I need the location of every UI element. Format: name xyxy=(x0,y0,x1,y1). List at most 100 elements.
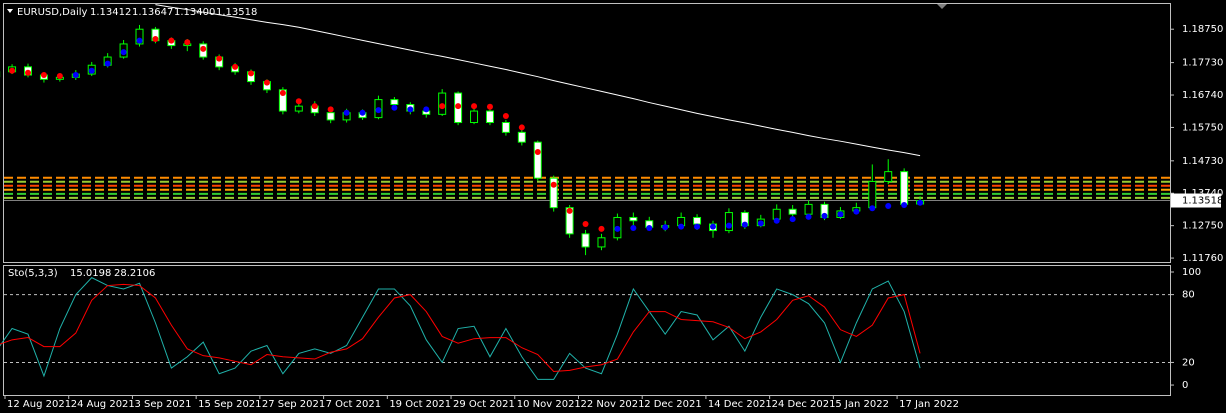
y-tick-label: 80 xyxy=(1182,290,1195,301)
trail-dot xyxy=(598,225,605,232)
y-tick-label: 20 xyxy=(1182,357,1195,368)
stoch-title: Sto(5,3,3) xyxy=(8,268,58,279)
x-tick-label: 10 Nov 2021 xyxy=(517,399,581,410)
candle-body xyxy=(135,28,144,45)
trail-dot xyxy=(232,63,239,70)
trail-dot xyxy=(709,223,716,230)
trail-dot xyxy=(120,49,127,56)
price-panel-frame xyxy=(3,3,1171,263)
trail-dot xyxy=(391,104,398,111)
trail-dot xyxy=(168,37,175,44)
candle-body xyxy=(884,171,893,182)
trail-dot xyxy=(88,67,95,74)
trail-dot xyxy=(869,205,876,212)
candle-body xyxy=(517,131,526,143)
trail-dot xyxy=(216,55,223,62)
y-tick-label: 1.16740 xyxy=(1182,90,1223,101)
candle-body xyxy=(597,237,606,248)
x-tick-label: 29 Oct 2021 xyxy=(453,399,515,410)
trail-dot xyxy=(9,67,16,74)
y-tick-label: 1.11760 xyxy=(1182,253,1223,264)
trail-dot xyxy=(582,221,589,228)
x-tick-label: 12 Aug 2021 xyxy=(7,399,71,410)
x-tick-label: 3 Sep 2021 xyxy=(134,399,191,410)
x-tick-label: 14 Dec 2021 xyxy=(708,399,772,410)
candle-body xyxy=(724,212,733,232)
candle-body xyxy=(900,171,909,205)
trail-dot xyxy=(518,124,525,131)
candle-body xyxy=(804,203,813,215)
trail-dot xyxy=(646,224,653,231)
x-tick-label: 5 Jan 2022 xyxy=(835,399,889,410)
trail-dot xyxy=(327,106,334,113)
trail-dot xyxy=(200,45,207,52)
trail-dot xyxy=(439,103,446,110)
candle-body xyxy=(470,110,479,124)
trail-dot xyxy=(566,207,573,214)
candle-body xyxy=(772,208,781,220)
trail-dot xyxy=(279,90,286,97)
trail-dot xyxy=(184,39,191,46)
x-tick-label: 24 Aug 2021 xyxy=(71,399,135,410)
y-tick-label: 1.17730 xyxy=(1182,58,1223,69)
trail-dot xyxy=(455,103,462,110)
x-tick-label: 7 Oct 2021 xyxy=(326,399,381,410)
trail-dot xyxy=(725,222,732,229)
trail-dot xyxy=(40,72,47,79)
x-tick-label: 27 Sep 2021 xyxy=(262,399,325,410)
candle-body xyxy=(788,208,797,215)
trail-dot xyxy=(853,208,860,215)
header-value: 1.13647 xyxy=(132,7,173,18)
stoch-header-value: 28.2106 xyxy=(114,268,155,279)
candle-body xyxy=(533,141,542,179)
trail-dot xyxy=(614,225,621,232)
x-tick-label: 22 Nov 2021 xyxy=(580,399,644,410)
trail-dot xyxy=(550,181,557,188)
trail-dot xyxy=(136,37,143,44)
trail-dot xyxy=(471,103,478,110)
trail-dot xyxy=(104,60,111,67)
candle-body xyxy=(485,110,494,124)
trail-dot xyxy=(502,112,509,119)
trail-dot xyxy=(630,224,637,231)
trail-dot xyxy=(423,106,430,113)
candle-body xyxy=(693,216,702,225)
candle-body xyxy=(390,99,399,106)
trail-dot xyxy=(837,211,844,218)
candle-body xyxy=(565,207,574,235)
header-value: 1.13400 xyxy=(174,7,215,18)
trail-dot xyxy=(662,224,669,231)
header-value: 1.13412 xyxy=(90,7,131,18)
trail-dot xyxy=(248,70,255,77)
header-value: 1.13518 xyxy=(216,7,257,18)
trail-dot xyxy=(773,217,780,224)
x-tick-label: 24 Dec 2021 xyxy=(772,399,836,410)
y-tick-label: 1.18750 xyxy=(1182,24,1223,35)
trail-dot xyxy=(343,109,350,116)
trail-dot xyxy=(885,203,892,210)
trail-dot xyxy=(72,72,79,79)
candle-body xyxy=(326,112,335,121)
y-tick-label: 1.12750 xyxy=(1182,221,1223,232)
trail-dot xyxy=(901,202,908,209)
trail-dot xyxy=(407,106,414,113)
stoch-line xyxy=(0,283,921,372)
candle-body xyxy=(549,177,558,209)
trail-dot xyxy=(805,213,812,220)
candle-body xyxy=(501,122,510,133)
stoch-line xyxy=(0,277,921,380)
x-tick-label: 2 Dec 2021 xyxy=(644,399,702,410)
trail-dot xyxy=(311,103,318,110)
current-price-label: 1.13518 xyxy=(1182,196,1223,207)
menu-arrow[interactable] xyxy=(7,9,13,13)
x-tick-label: 15 Sep 2021 xyxy=(198,399,261,410)
trail-dot xyxy=(359,109,366,116)
trail-dot xyxy=(678,223,685,230)
candle-body xyxy=(278,89,287,112)
shift-marker xyxy=(937,4,947,9)
stoch-panel-frame xyxy=(3,265,1171,396)
trail-dot xyxy=(375,107,382,114)
x-tick-label: 17 Jan 2022 xyxy=(899,399,959,410)
